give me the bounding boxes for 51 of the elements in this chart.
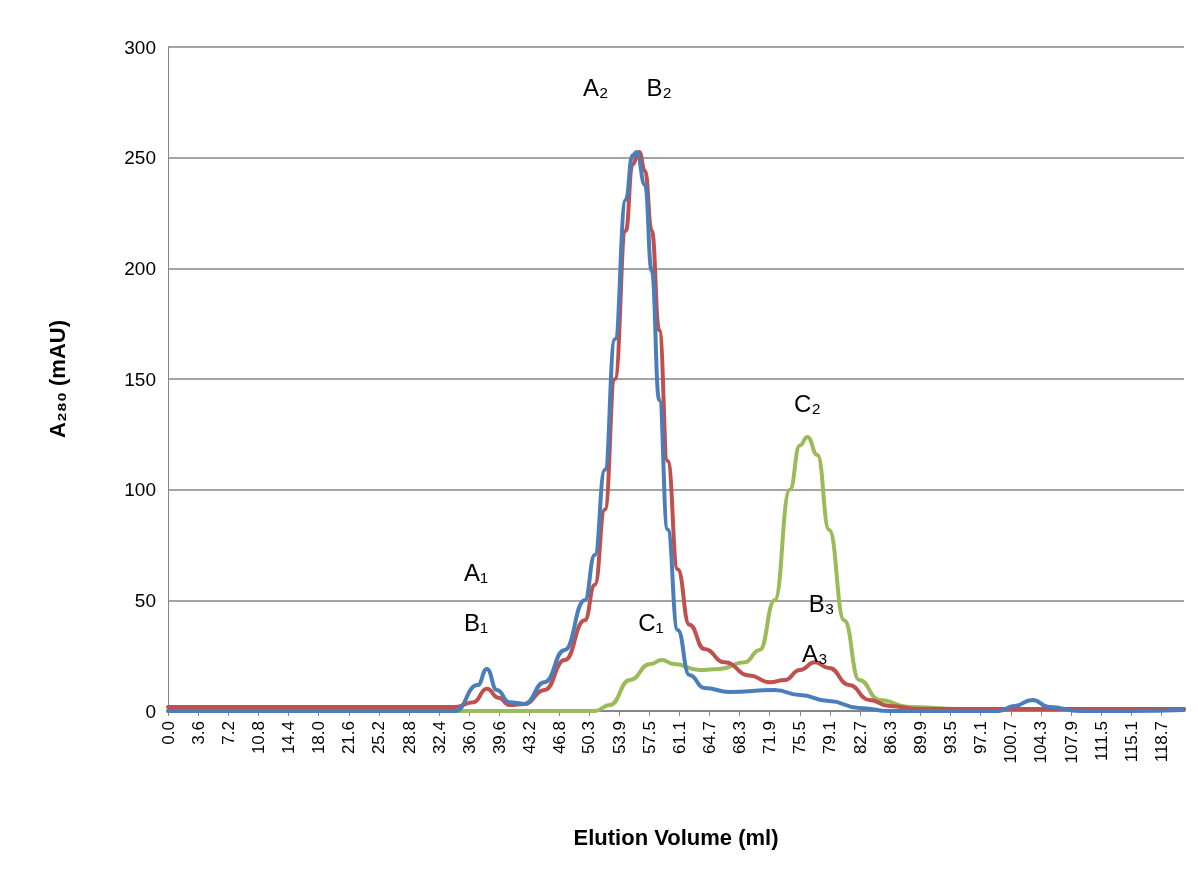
annotation: A₂ bbox=[582, 74, 609, 102]
annotation: B₃ bbox=[808, 590, 835, 618]
annotation: B₂ bbox=[646, 74, 672, 102]
x-tick-label: 93.5 bbox=[941, 721, 960, 755]
x-axis-title: Elution Volume (ml) bbox=[573, 824, 779, 850]
x-tick-label: 36.0 bbox=[459, 721, 479, 755]
x-tick-label: 61.1 bbox=[669, 721, 689, 755]
y-axis-title: A₂₈₀ (mAU) bbox=[44, 320, 70, 438]
y-tick-label: 100 bbox=[124, 479, 156, 501]
x-tick-label: 39.6 bbox=[489, 721, 509, 755]
annotation: C₁ bbox=[638, 608, 664, 636]
y-tick-label: 300 bbox=[124, 36, 156, 58]
y-tick-label: 250 bbox=[124, 147, 156, 169]
x-tick-label: 75.5 bbox=[790, 721, 810, 755]
x-tick-label: 68.3 bbox=[730, 721, 750, 755]
x-tick-label: 111.5 bbox=[1091, 721, 1111, 762]
x-tick-label: 118.7 bbox=[1151, 721, 1171, 763]
x-tick-label: 97.1 bbox=[971, 721, 991, 755]
x-tick-label: 50.3 bbox=[579, 721, 599, 755]
y-tick-label: 200 bbox=[124, 257, 156, 279]
annotation: A₃ bbox=[802, 639, 828, 667]
x-tick-label: 64.7 bbox=[699, 721, 719, 755]
x-tick-label: 104.3 bbox=[1031, 721, 1051, 764]
x-tick-label: 18.0 bbox=[309, 721, 329, 755]
x-tick-label: 71.9 bbox=[760, 721, 780, 755]
x-tick-label: 14.4 bbox=[279, 721, 299, 755]
x-tick-label: 32.4 bbox=[429, 721, 449, 755]
x-tick-label: 3.6 bbox=[188, 721, 208, 745]
x-tick-label: 107.9 bbox=[1061, 721, 1081, 764]
x-tick-label: 21.6 bbox=[339, 721, 359, 755]
x-tick-label: 25.2 bbox=[369, 721, 389, 755]
x-tick-label: 100.7 bbox=[1001, 721, 1021, 764]
x-tick-label: 46.8 bbox=[550, 721, 570, 755]
y-tick-label: 50 bbox=[134, 589, 156, 611]
annotation: C₂ bbox=[794, 389, 821, 417]
x-tick-label: 53.9 bbox=[609, 721, 629, 755]
annotation: B₁ bbox=[463, 608, 489, 636]
x-tick-label: 82.7 bbox=[850, 721, 870, 755]
x-tick-label: 43.2 bbox=[520, 721, 540, 755]
x-tick-label: 7.2 bbox=[218, 721, 238, 745]
x-tick-label: 115.1 bbox=[1121, 721, 1141, 763]
x-tick-label: 0.0 bbox=[158, 721, 178, 745]
y-tick-label: 0 bbox=[145, 700, 156, 722]
x-tick-label: 28.8 bbox=[399, 721, 419, 755]
x-tick-label: 79.1 bbox=[820, 721, 840, 755]
x-tick-label: 10.8 bbox=[248, 721, 268, 755]
annotation: A₁ bbox=[463, 558, 489, 586]
x-tick-label: 89.9 bbox=[910, 721, 930, 755]
x-tick-label: 57.5 bbox=[639, 721, 659, 755]
y-tick-label: 150 bbox=[124, 368, 156, 390]
x-tick-label: 86.3 bbox=[880, 721, 900, 755]
